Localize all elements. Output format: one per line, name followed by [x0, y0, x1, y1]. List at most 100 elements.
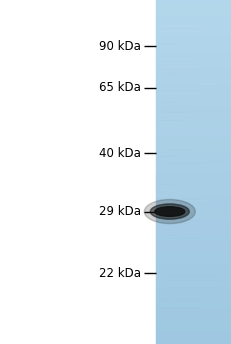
Bar — [156, 151, 231, 152]
Bar — [156, 217, 231, 218]
Bar — [156, 85, 231, 86]
Bar — [156, 302, 231, 303]
Bar — [156, 331, 231, 333]
Bar — [156, 187, 231, 188]
Bar — [156, 213, 231, 214]
Bar — [156, 48, 231, 49]
Bar — [156, 300, 231, 302]
Bar — [156, 13, 231, 14]
Bar — [156, 267, 231, 268]
Bar — [156, 334, 231, 335]
Bar — [156, 77, 231, 78]
Bar — [156, 237, 231, 238]
Bar — [156, 221, 231, 223]
Ellipse shape — [144, 200, 195, 224]
Bar — [156, 146, 231, 147]
Bar — [156, 201, 231, 202]
Bar — [156, 144, 231, 146]
Bar — [156, 58, 231, 60]
Bar — [156, 56, 231, 57]
Bar — [156, 256, 231, 257]
Bar — [156, 176, 231, 178]
Bar — [156, 196, 231, 197]
Bar — [156, 321, 231, 322]
Bar — [156, 62, 231, 63]
Bar — [156, 139, 231, 140]
Bar — [156, 181, 231, 182]
Text: 65 kDa: 65 kDa — [99, 81, 141, 94]
Bar — [156, 21, 231, 22]
Bar — [156, 255, 231, 256]
Bar — [156, 258, 231, 259]
Bar — [156, 240, 231, 241]
Bar — [156, 127, 231, 128]
Bar — [156, 299, 231, 300]
Bar — [156, 207, 231, 209]
Bar — [156, 324, 231, 326]
Bar — [156, 69, 231, 70]
Bar — [156, 163, 231, 164]
Bar — [156, 251, 231, 252]
Bar — [156, 230, 231, 232]
Bar — [156, 286, 231, 287]
Bar — [156, 101, 231, 102]
Bar — [156, 49, 231, 51]
Bar — [156, 343, 231, 344]
Bar — [156, 6, 231, 7]
Bar — [156, 242, 231, 243]
Bar — [156, 316, 231, 318]
Bar — [156, 333, 231, 334]
Bar — [156, 123, 231, 124]
Bar — [156, 236, 231, 237]
Bar — [156, 279, 231, 280]
Bar — [156, 291, 231, 292]
Bar — [156, 262, 231, 264]
Bar — [156, 303, 231, 304]
Bar — [156, 288, 231, 289]
Bar — [156, 108, 231, 109]
Bar — [156, 185, 231, 186]
Bar — [156, 275, 231, 276]
Bar — [156, 97, 231, 99]
Bar — [156, 327, 231, 328]
Bar — [156, 264, 231, 265]
Bar — [156, 154, 231, 155]
Bar — [156, 312, 231, 313]
Bar — [156, 210, 231, 211]
Bar — [156, 28, 231, 29]
Bar — [156, 226, 231, 227]
Bar — [156, 124, 231, 125]
Bar — [156, 54, 231, 55]
Bar — [156, 57, 231, 58]
Bar — [156, 134, 231, 135]
Bar — [156, 110, 231, 111]
Bar — [156, 71, 231, 72]
Bar — [156, 75, 231, 76]
Bar — [156, 315, 231, 316]
Bar — [156, 111, 231, 112]
Bar — [156, 156, 231, 157]
Bar — [156, 0, 231, 1]
Bar — [156, 241, 231, 242]
Bar — [156, 211, 231, 212]
Bar — [156, 30, 231, 31]
Bar — [156, 65, 231, 66]
Bar — [156, 103, 231, 104]
Bar — [156, 234, 231, 235]
Bar — [156, 186, 231, 187]
Text: 40 kDa: 40 kDa — [99, 147, 141, 160]
Bar — [156, 96, 231, 97]
Bar — [156, 195, 231, 196]
Bar — [156, 42, 231, 44]
Bar — [156, 224, 231, 225]
Bar — [156, 260, 231, 261]
Bar — [156, 78, 231, 79]
Bar — [156, 88, 231, 89]
Bar — [156, 32, 231, 33]
Bar — [156, 52, 231, 53]
Bar — [156, 143, 231, 144]
Bar — [156, 268, 231, 269]
Bar — [156, 141, 231, 142]
Text: 29 kDa: 29 kDa — [99, 205, 141, 218]
Bar — [156, 150, 231, 151]
